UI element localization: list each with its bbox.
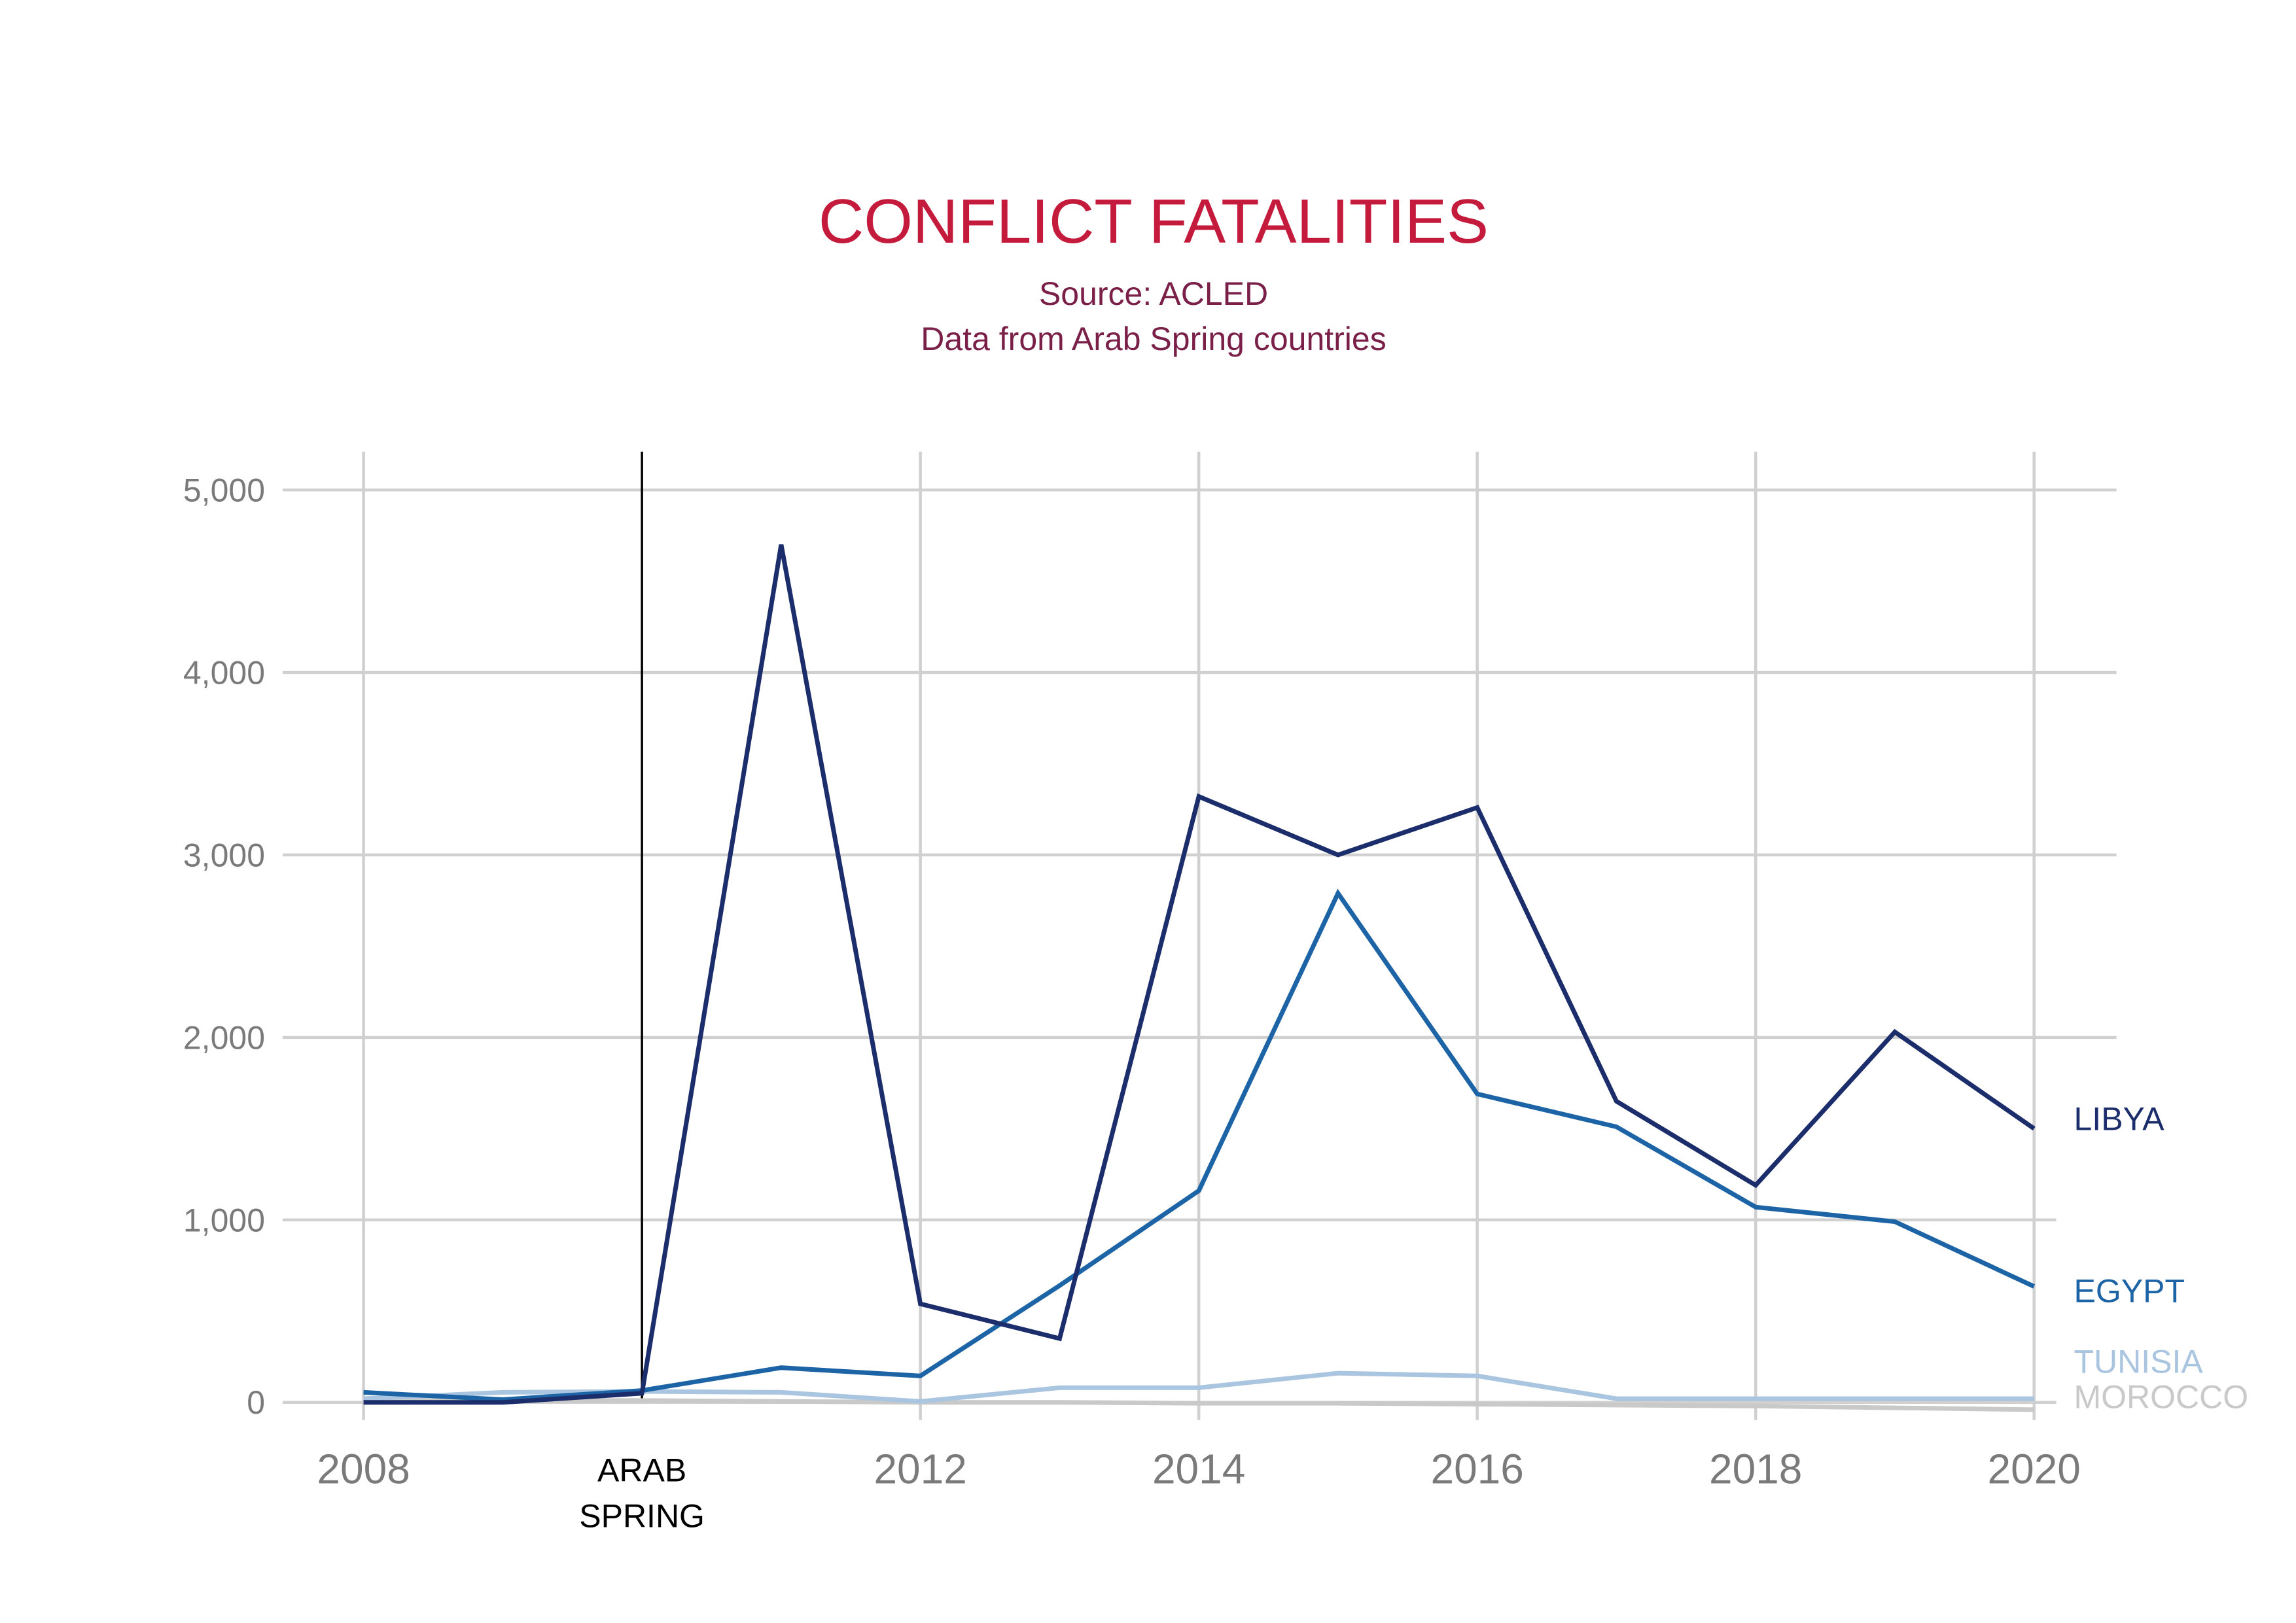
series-label-tunisia: TUNISIA — [2074, 1344, 2204, 1380]
y-tick-label: 0 — [247, 1384, 265, 1421]
y-tick-label: 1,000 — [183, 1202, 265, 1238]
x-tick-label: 2016 — [1430, 1445, 1523, 1492]
chart-subtitle-description: Data from Arab Spring countries — [921, 321, 1386, 357]
y-tick-label: 4,000 — [183, 654, 265, 691]
vertical-gridlines — [362, 451, 2036, 1420]
x-tick-label: 2012 — [874, 1445, 966, 1492]
series-label-morocco: MOROCCO — [2074, 1379, 2249, 1416]
series-label-libya: LIBYA — [2074, 1101, 2165, 1138]
y-axis-tick-labels: 0 1,000 2,000 3,000 4,000 5,000 — [183, 472, 265, 1422]
series-line-libya — [363, 544, 2036, 1405]
y-tick-label: 3,000 — [183, 837, 265, 873]
x-tick-label: 2020 — [1988, 1445, 2081, 1492]
x-tick-label-line: ARAB — [597, 1452, 686, 1489]
chart-title: CONFLICT FATALITIES — [819, 186, 1489, 256]
y-tick-label: 5,000 — [183, 472, 265, 509]
x-tick-label: 2014 — [1152, 1445, 1245, 1492]
x-tick-label-line: SPRING — [579, 1498, 705, 1535]
series-line-morocco — [363, 1398, 2034, 1412]
x-tick-label: 2018 — [1709, 1445, 1802, 1492]
series-label-egypt: EGYPT — [2074, 1273, 2185, 1310]
x-tick-label: 2008 — [317, 1445, 410, 1492]
chart-subtitle-source: Source: ACLED — [1039, 275, 1268, 312]
series-lines — [363, 544, 2036, 1412]
y-tick-label: 2,000 — [183, 1019, 265, 1056]
x-tick-label-annotation: ARAB SPRING — [579, 1452, 705, 1535]
x-axis-tick-labels: 2008 ARAB SPRING 2012 2014 2016 2018 2020 — [317, 1445, 2080, 1534]
